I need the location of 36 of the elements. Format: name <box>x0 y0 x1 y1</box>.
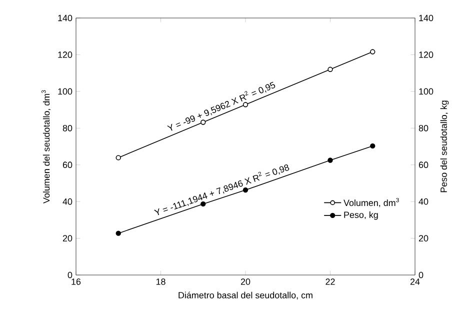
y-tick-label: 120 <box>58 52 72 58</box>
y2-axis-title: Peso del seudotallo, kg <box>440 100 449 192</box>
point <box>370 49 376 54</box>
y2-tick-label: 140 <box>419 14 434 22</box>
annotation: Y = -99 + 9,5962 X R$^{2}$ = 0,95 <box>167 82 276 131</box>
y-tick-label: 20 <box>62 235 72 242</box>
y-tick-label: 140 <box>58 14 72 22</box>
y2-tick-label: 100 <box>419 88 434 95</box>
x-tick-label: 24 <box>410 278 420 285</box>
y-tick-label: 80 <box>62 124 72 132</box>
x-axis-title: Diámetro basal del seudotallo, cm <box>178 292 312 300</box>
x-tick-label: 20 <box>240 278 250 285</box>
y-tick-label: 40 <box>62 198 72 205</box>
point <box>242 187 248 193</box>
y-axis-title: Volumen del seudotallo, dm$^{3}$ <box>42 90 51 204</box>
x-tick-label: 18 <box>156 278 166 285</box>
y-tick-label: 0 <box>68 272 72 278</box>
point <box>116 155 121 160</box>
point <box>242 102 248 108</box>
x-tick-label: 16 <box>72 278 81 285</box>
y-tick-label: 100 <box>58 88 72 95</box>
y2-tick-label: 120 <box>419 52 434 58</box>
point <box>328 158 333 163</box>
y2-tick-label: 60 <box>418 162 428 168</box>
legend-label: Volumen, dm$^{3}$ <box>344 198 399 208</box>
y2-tick-label: 80 <box>418 124 428 132</box>
y2-tick-label: 0 <box>418 272 424 278</box>
y2-tick-label: 20 <box>418 235 428 242</box>
point <box>328 66 333 72</box>
point <box>370 143 376 149</box>
point <box>116 230 121 236</box>
y-tick-label: 60 <box>62 162 72 168</box>
legend-label: Peso, kg <box>344 211 378 220</box>
y2-tick-label: 40 <box>418 198 428 205</box>
point <box>200 120 206 125</box>
x-tick-label: 22 <box>326 278 335 285</box>
